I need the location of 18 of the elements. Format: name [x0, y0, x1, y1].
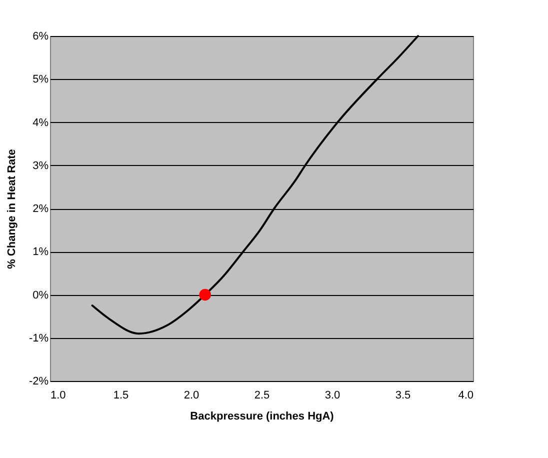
x-tick-label: 3.0	[324, 390, 340, 402]
x-tick-label: 1.5	[113, 390, 129, 402]
y-tick-label: -2%	[28, 376, 49, 388]
x-tick-label: 1.0	[50, 390, 66, 402]
x-axis-title: Backpressure (inches HgA)	[190, 410, 334, 422]
x-tick-label: 3.5	[395, 390, 411, 402]
x-tick-label: 2.5	[254, 390, 270, 402]
y-tick-label: 1%	[32, 246, 49, 258]
y-tick-label: 2%	[32, 203, 49, 215]
y-tick-label: 6%	[32, 30, 49, 42]
y-axis-title: % Change in Heat Rate	[6, 149, 18, 269]
y-tick-label: 5%	[32, 74, 49, 86]
y-tick-label: 3%	[32, 160, 49, 172]
x-tick-label: 2.0	[184, 390, 200, 402]
y-tick-label: -1%	[28, 332, 49, 344]
x-tick-label: 4.0	[458, 390, 474, 402]
y-tick-label: 4%	[32, 116, 49, 129]
y-tick-label: 0%	[32, 289, 49, 302]
